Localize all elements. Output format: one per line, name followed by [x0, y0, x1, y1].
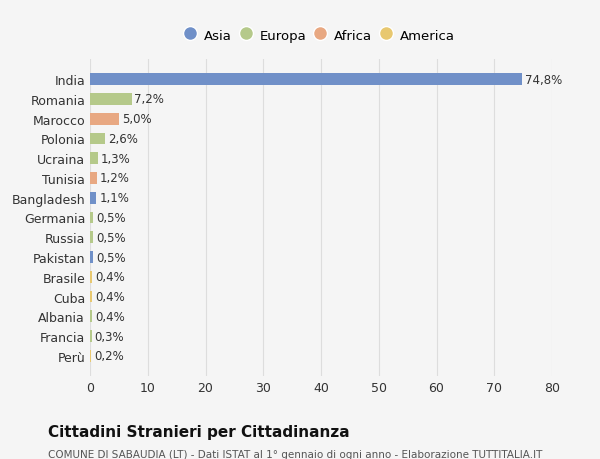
Text: 5,0%: 5,0% — [122, 113, 151, 126]
Bar — [90, 133, 105, 145]
Bar — [90, 291, 92, 303]
Bar — [90, 173, 97, 185]
Text: 0,5%: 0,5% — [96, 251, 125, 264]
Bar — [90, 212, 93, 224]
Text: 74,8%: 74,8% — [525, 73, 562, 86]
Bar — [90, 113, 119, 125]
Bar — [90, 94, 131, 106]
Bar — [90, 232, 93, 244]
Text: 1,1%: 1,1% — [99, 192, 129, 205]
Text: 7,2%: 7,2% — [134, 93, 164, 106]
Text: 0,3%: 0,3% — [95, 330, 124, 343]
Text: 0,4%: 0,4% — [95, 310, 125, 323]
Bar — [90, 311, 92, 323]
Text: 0,5%: 0,5% — [96, 231, 125, 244]
Bar — [90, 192, 97, 204]
Text: 2,6%: 2,6% — [108, 133, 138, 146]
Bar — [90, 271, 92, 283]
Text: 0,4%: 0,4% — [95, 291, 125, 303]
Bar — [90, 330, 92, 342]
Legend: Asia, Europa, Africa, America: Asia, Europa, Africa, America — [183, 25, 459, 46]
Text: 0,2%: 0,2% — [94, 350, 124, 363]
Bar — [90, 74, 522, 86]
Text: 1,3%: 1,3% — [100, 152, 130, 165]
Text: 0,5%: 0,5% — [96, 212, 125, 224]
Text: COMUNE DI SABAUDIA (LT) - Dati ISTAT al 1° gennaio di ogni anno - Elaborazione T: COMUNE DI SABAUDIA (LT) - Dati ISTAT al … — [48, 449, 542, 459]
Text: 1,2%: 1,2% — [100, 172, 130, 185]
Text: Cittadini Stranieri per Cittadinanza: Cittadini Stranieri per Cittadinanza — [48, 425, 350, 440]
Bar — [90, 252, 93, 263]
Bar — [90, 153, 98, 165]
Bar — [90, 350, 91, 362]
Text: 0,4%: 0,4% — [95, 271, 125, 284]
